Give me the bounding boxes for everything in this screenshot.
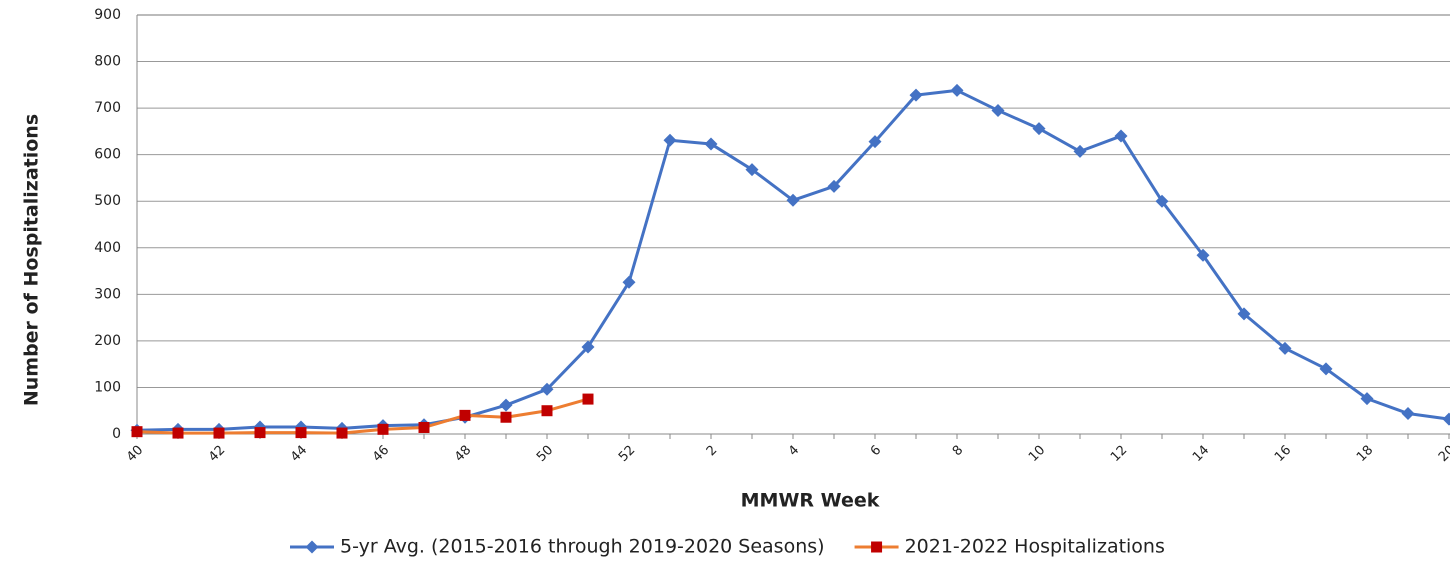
y-tick-label: 100 — [94, 379, 121, 395]
x-tick-label: 42 — [206, 443, 228, 465]
data-point — [172, 427, 184, 439]
y-tick-label: 0 — [112, 426, 121, 442]
x-tick-label: 12 — [1108, 443, 1130, 465]
data-point — [131, 426, 143, 438]
x-tick-label: 16 — [1272, 443, 1294, 465]
x-tick-label: 18 — [1354, 443, 1376, 465]
y-tick-label: 400 — [94, 240, 121, 256]
data-point — [213, 427, 225, 439]
data-point — [1237, 307, 1251, 321]
data-point — [868, 135, 882, 149]
data-point — [295, 427, 307, 439]
data-point — [582, 393, 594, 405]
data-point — [1073, 144, 1087, 158]
series-line — [136, 88, 1450, 432]
data-point — [581, 340, 595, 354]
data-point — [1319, 362, 1333, 376]
x-tick-label: 14 — [1190, 443, 1212, 465]
y-tick-label: 900 — [94, 7, 121, 23]
data-point — [1196, 248, 1210, 262]
data-point — [663, 133, 677, 147]
x-tick-label: 6 — [868, 443, 884, 459]
data-point — [1442, 412, 1450, 426]
data-point — [418, 421, 430, 433]
x-tick-label: 44 — [288, 443, 310, 465]
legend-label: 5-yr Avg. (2015-2016 through 2019-2020 S… — [340, 536, 825, 558]
y-tick-label: 700 — [94, 100, 121, 116]
data-point — [254, 427, 266, 439]
x-tick-label: 40 — [124, 443, 146, 465]
data-point — [336, 427, 348, 439]
legend-label: 2021-2022 Hospitalizations — [905, 536, 1165, 558]
data-point — [991, 103, 1005, 117]
x-tick-label: 8 — [950, 443, 966, 459]
data-point — [1401, 407, 1415, 421]
y-tick-label: 200 — [94, 333, 121, 349]
x-axis-title: MMWR Week — [741, 490, 880, 512]
data-point — [1114, 129, 1128, 143]
legend-marker — [871, 541, 883, 553]
x-tick-label: 20 — [1436, 443, 1450, 465]
x-tick-label: 52 — [616, 443, 638, 465]
data-point — [622, 275, 636, 289]
x-tick-label: 48 — [452, 443, 474, 465]
data-point — [1032, 122, 1046, 136]
data-point — [540, 382, 554, 396]
y-tick-label: 300 — [94, 286, 121, 302]
y-tick-label: 800 — [94, 54, 121, 70]
data-point — [704, 137, 718, 151]
data-point — [745, 163, 759, 177]
x-tick-label: 4 — [786, 443, 802, 459]
y-tick-label: 500 — [94, 193, 121, 209]
y-axis-title: Number of Hospitalizations — [21, 114, 43, 406]
data-point — [909, 88, 923, 102]
data-point — [1278, 341, 1292, 355]
data-point — [459, 409, 471, 421]
data-point — [786, 193, 800, 207]
x-tick-label: 50 — [534, 443, 556, 465]
data-point — [1360, 392, 1374, 406]
legend-marker — [305, 540, 319, 554]
x-tick-label: 2 — [704, 443, 720, 459]
data-point — [500, 411, 512, 423]
data-point — [499, 398, 513, 412]
x-tick-label: 46 — [370, 443, 392, 465]
y-tick-label: 600 — [94, 147, 121, 163]
series-line — [136, 397, 589, 435]
data-point — [1155, 194, 1169, 208]
data-point — [827, 179, 841, 193]
data-point — [541, 405, 553, 417]
data-point — [377, 423, 389, 435]
data-point — [950, 83, 964, 97]
x-tick-label: 10 — [1026, 443, 1048, 465]
